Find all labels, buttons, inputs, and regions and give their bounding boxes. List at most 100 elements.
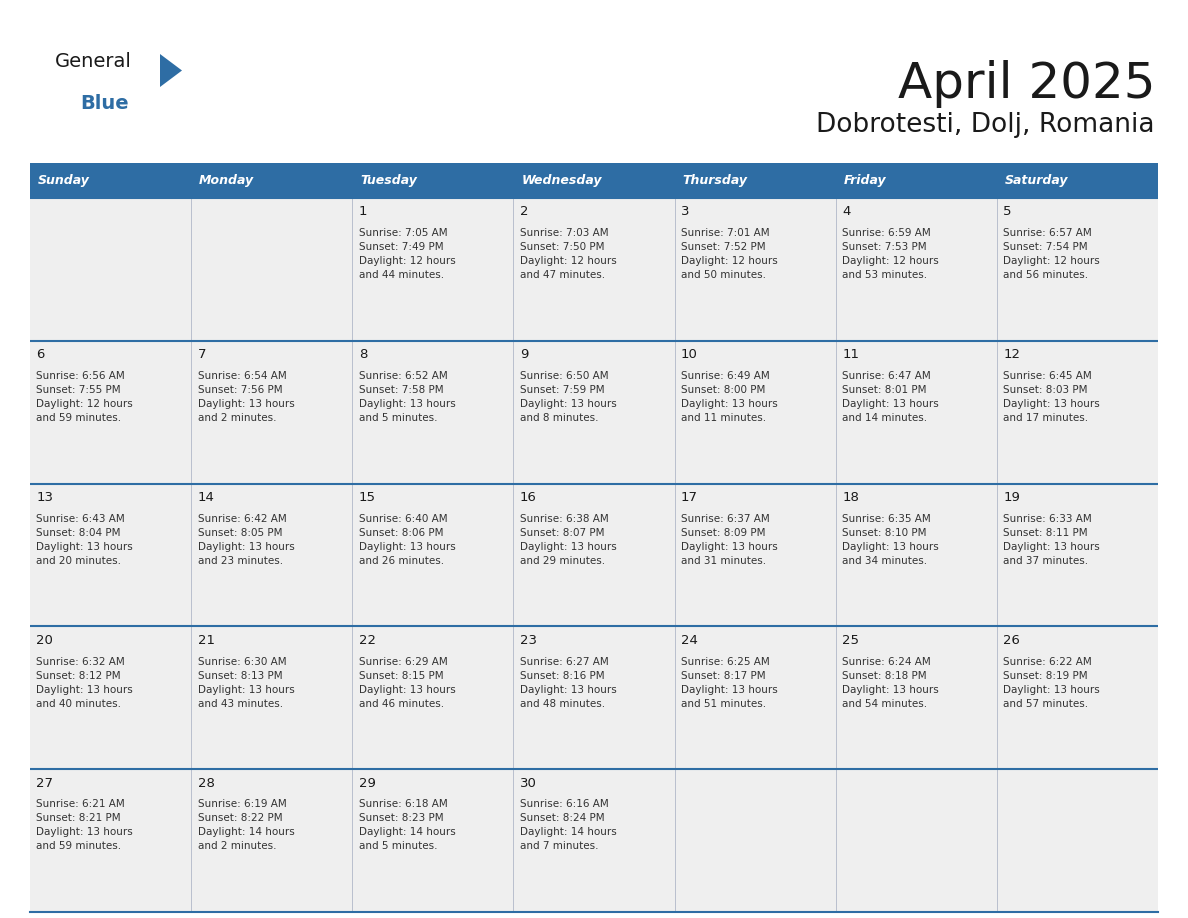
Bar (997, 484, 1158, 626)
Text: Wednesday: Wednesday (522, 174, 602, 187)
Bar (353, 341, 513, 484)
Text: 29: 29 (359, 777, 375, 789)
Bar (513, 484, 675, 626)
Bar (353, 198, 513, 341)
Text: Sunrise: 7:05 AM
Sunset: 7:49 PM
Daylight: 12 hours
and 44 minutes.: Sunrise: 7:05 AM Sunset: 7:49 PM Dayligh… (359, 229, 455, 280)
Text: Sunrise: 6:50 AM
Sunset: 7:59 PM
Daylight: 13 hours
and 8 minutes.: Sunrise: 6:50 AM Sunset: 7:59 PM Dayligh… (520, 371, 617, 423)
Text: 22: 22 (359, 633, 375, 647)
Text: 5: 5 (1004, 206, 1012, 218)
Bar (835, 484, 997, 626)
Text: Sunrise: 6:27 AM
Sunset: 8:16 PM
Daylight: 13 hours
and 48 minutes.: Sunrise: 6:27 AM Sunset: 8:16 PM Dayligh… (520, 656, 617, 709)
Text: 16: 16 (520, 491, 537, 504)
Text: 8: 8 (359, 348, 367, 361)
Bar (835, 341, 997, 484)
Text: Monday: Monday (200, 174, 254, 187)
Bar (675, 626, 835, 769)
Bar (30, 484, 191, 626)
Bar (191, 484, 353, 626)
Bar (353, 626, 513, 769)
Bar (675, 769, 835, 912)
Text: 4: 4 (842, 206, 851, 218)
Bar (191, 626, 353, 769)
Bar (30, 341, 191, 484)
Text: 25: 25 (842, 633, 859, 647)
Text: 23: 23 (520, 633, 537, 647)
Text: Sunrise: 7:03 AM
Sunset: 7:50 PM
Daylight: 12 hours
and 47 minutes.: Sunrise: 7:03 AM Sunset: 7:50 PM Dayligh… (520, 229, 617, 280)
Text: Sunrise: 6:57 AM
Sunset: 7:54 PM
Daylight: 12 hours
and 56 minutes.: Sunrise: 6:57 AM Sunset: 7:54 PM Dayligh… (1004, 229, 1100, 280)
Text: 27: 27 (37, 777, 53, 789)
Text: 21: 21 (197, 633, 215, 647)
Bar (835, 769, 997, 912)
Text: 10: 10 (681, 348, 697, 361)
Text: 6: 6 (37, 348, 45, 361)
Text: 18: 18 (842, 491, 859, 504)
Text: 12: 12 (1004, 348, 1020, 361)
Text: 24: 24 (681, 633, 697, 647)
Bar (191, 198, 353, 341)
Text: 2: 2 (520, 206, 529, 218)
Text: 7: 7 (197, 348, 206, 361)
Text: Sunrise: 6:37 AM
Sunset: 8:09 PM
Daylight: 13 hours
and 31 minutes.: Sunrise: 6:37 AM Sunset: 8:09 PM Dayligh… (681, 514, 778, 565)
Text: Sunrise: 6:38 AM
Sunset: 8:07 PM
Daylight: 13 hours
and 29 minutes.: Sunrise: 6:38 AM Sunset: 8:07 PM Dayligh… (520, 514, 617, 565)
Bar (513, 341, 675, 484)
Text: Sunrise: 6:42 AM
Sunset: 8:05 PM
Daylight: 13 hours
and 23 minutes.: Sunrise: 6:42 AM Sunset: 8:05 PM Dayligh… (197, 514, 295, 565)
Text: Sunrise: 6:45 AM
Sunset: 8:03 PM
Daylight: 13 hours
and 17 minutes.: Sunrise: 6:45 AM Sunset: 8:03 PM Dayligh… (1004, 371, 1100, 423)
Text: 30: 30 (520, 777, 537, 789)
Text: 28: 28 (197, 777, 215, 789)
Text: Sunrise: 6:56 AM
Sunset: 7:55 PM
Daylight: 12 hours
and 59 minutes.: Sunrise: 6:56 AM Sunset: 7:55 PM Dayligh… (37, 371, 133, 423)
Text: Sunrise: 6:52 AM
Sunset: 7:58 PM
Daylight: 13 hours
and 5 minutes.: Sunrise: 6:52 AM Sunset: 7:58 PM Dayligh… (359, 371, 455, 423)
Bar (835, 626, 997, 769)
Bar (191, 769, 353, 912)
Text: Sunrise: 6:24 AM
Sunset: 8:18 PM
Daylight: 13 hours
and 54 minutes.: Sunrise: 6:24 AM Sunset: 8:18 PM Dayligh… (842, 656, 939, 709)
Text: 9: 9 (520, 348, 529, 361)
Text: 20: 20 (37, 633, 53, 647)
Bar (30, 769, 191, 912)
Text: Sunrise: 6:19 AM
Sunset: 8:22 PM
Daylight: 14 hours
and 2 minutes.: Sunrise: 6:19 AM Sunset: 8:22 PM Dayligh… (197, 800, 295, 852)
Text: Sunrise: 6:25 AM
Sunset: 8:17 PM
Daylight: 13 hours
and 51 minutes.: Sunrise: 6:25 AM Sunset: 8:17 PM Dayligh… (681, 656, 778, 709)
Bar (191, 341, 353, 484)
Text: General: General (55, 52, 132, 71)
Text: Tuesday: Tuesday (360, 174, 417, 187)
Text: Sunrise: 6:33 AM
Sunset: 8:11 PM
Daylight: 13 hours
and 37 minutes.: Sunrise: 6:33 AM Sunset: 8:11 PM Dayligh… (1004, 514, 1100, 565)
Text: Sunrise: 6:32 AM
Sunset: 8:12 PM
Daylight: 13 hours
and 40 minutes.: Sunrise: 6:32 AM Sunset: 8:12 PM Dayligh… (37, 656, 133, 709)
Text: Sunrise: 6:43 AM
Sunset: 8:04 PM
Daylight: 13 hours
and 20 minutes.: Sunrise: 6:43 AM Sunset: 8:04 PM Dayligh… (37, 514, 133, 565)
Text: Sunrise: 6:59 AM
Sunset: 7:53 PM
Daylight: 12 hours
and 53 minutes.: Sunrise: 6:59 AM Sunset: 7:53 PM Dayligh… (842, 229, 939, 280)
Bar (353, 769, 513, 912)
Bar (675, 341, 835, 484)
Bar (30, 163, 191, 198)
Bar (675, 163, 835, 198)
Text: 13: 13 (37, 491, 53, 504)
Bar (997, 198, 1158, 341)
Bar (513, 163, 675, 198)
Bar (513, 769, 675, 912)
Text: April 2025: April 2025 (897, 60, 1155, 108)
Bar (835, 163, 997, 198)
Bar (191, 163, 353, 198)
Text: Sunrise: 6:22 AM
Sunset: 8:19 PM
Daylight: 13 hours
and 57 minutes.: Sunrise: 6:22 AM Sunset: 8:19 PM Dayligh… (1004, 656, 1100, 709)
Bar (513, 198, 675, 341)
Text: 14: 14 (197, 491, 215, 504)
Bar (997, 626, 1158, 769)
Text: Sunrise: 6:54 AM
Sunset: 7:56 PM
Daylight: 13 hours
and 2 minutes.: Sunrise: 6:54 AM Sunset: 7:56 PM Dayligh… (197, 371, 295, 423)
Text: 19: 19 (1004, 491, 1020, 504)
Bar (513, 626, 675, 769)
Text: Sunday: Sunday (38, 174, 90, 187)
Text: Sunrise: 6:18 AM
Sunset: 8:23 PM
Daylight: 14 hours
and 5 minutes.: Sunrise: 6:18 AM Sunset: 8:23 PM Dayligh… (359, 800, 455, 852)
Bar (675, 484, 835, 626)
Text: Sunrise: 6:35 AM
Sunset: 8:10 PM
Daylight: 13 hours
and 34 minutes.: Sunrise: 6:35 AM Sunset: 8:10 PM Dayligh… (842, 514, 939, 565)
Text: Dobrotesti, Dolj, Romania: Dobrotesti, Dolj, Romania (816, 112, 1155, 138)
Text: Sunrise: 6:29 AM
Sunset: 8:15 PM
Daylight: 13 hours
and 46 minutes.: Sunrise: 6:29 AM Sunset: 8:15 PM Dayligh… (359, 656, 455, 709)
Bar (353, 484, 513, 626)
Text: 1: 1 (359, 206, 367, 218)
Text: Thursday: Thursday (683, 174, 747, 187)
Text: Sunrise: 6:49 AM
Sunset: 8:00 PM
Daylight: 13 hours
and 11 minutes.: Sunrise: 6:49 AM Sunset: 8:00 PM Dayligh… (681, 371, 778, 423)
Bar (30, 198, 191, 341)
Bar (675, 198, 835, 341)
Text: Blue: Blue (80, 94, 128, 113)
Text: 17: 17 (681, 491, 699, 504)
Text: Saturday: Saturday (1005, 174, 1068, 187)
Bar (353, 163, 513, 198)
Text: Sunrise: 7:01 AM
Sunset: 7:52 PM
Daylight: 12 hours
and 50 minutes.: Sunrise: 7:01 AM Sunset: 7:52 PM Dayligh… (681, 229, 778, 280)
Text: Sunrise: 6:16 AM
Sunset: 8:24 PM
Daylight: 14 hours
and 7 minutes.: Sunrise: 6:16 AM Sunset: 8:24 PM Dayligh… (520, 800, 617, 852)
Text: Sunrise: 6:30 AM
Sunset: 8:13 PM
Daylight: 13 hours
and 43 minutes.: Sunrise: 6:30 AM Sunset: 8:13 PM Dayligh… (197, 656, 295, 709)
